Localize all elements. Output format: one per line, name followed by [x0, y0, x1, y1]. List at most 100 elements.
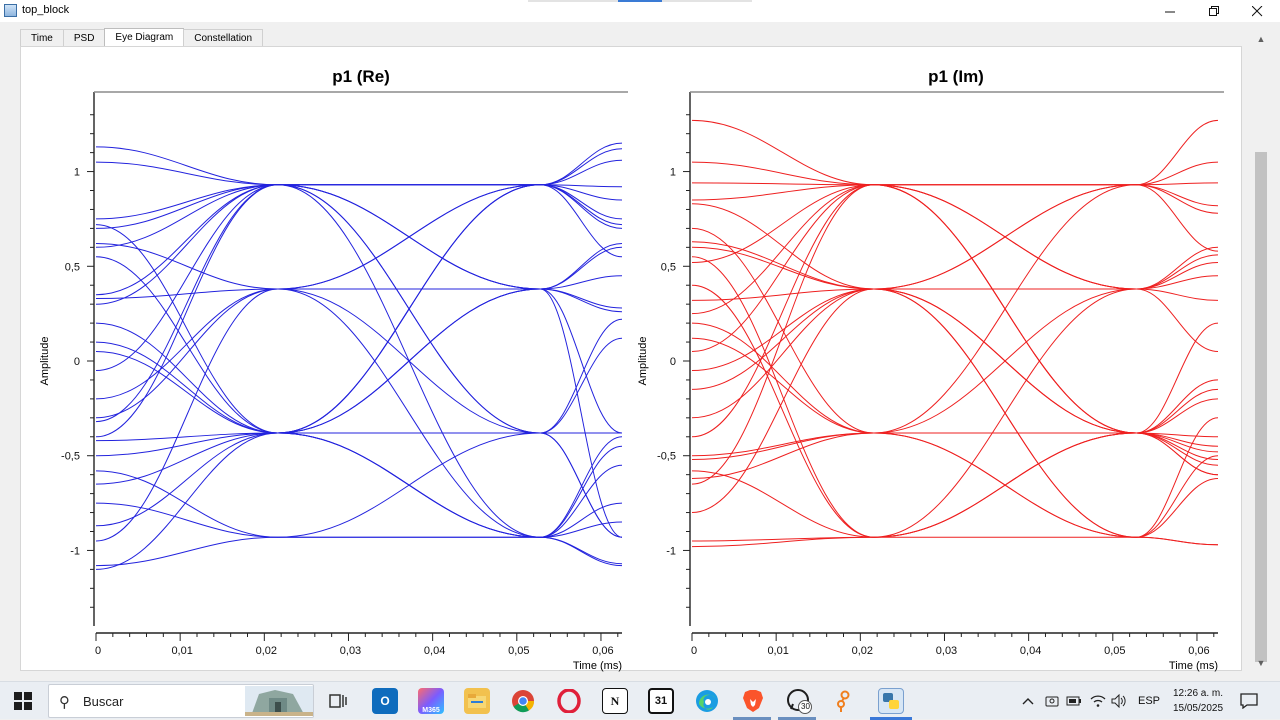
file-explorer-icon[interactable] [464, 688, 490, 714]
scroll-up-icon[interactable]: ▲ [1256, 34, 1266, 44]
tab-bar: Time PSD Eye Diagram Constellation [20, 28, 264, 47]
chrome-icon[interactable] [510, 688, 536, 714]
whatsapp-icon[interactable]: 30 [786, 688, 812, 714]
app-window-icon [4, 4, 17, 17]
eye-trace-9 [95, 184, 623, 371]
search-icon: ⚲ [59, 694, 70, 711]
title-deco [662, 0, 752, 2]
x-tick-label: 0,05 [1104, 645, 1125, 657]
eye-trace-7 [95, 184, 623, 305]
vertical-scrollbar[interactable]: ▲ ▼ [1252, 30, 1270, 674]
plot-real: p1 (Re) Amplitude Time (ms) 1 0,5 0 -0,5 -1 0… [39, 67, 628, 672]
eye-trace-22 [95, 288, 623, 538]
y-tick-label: 0,5 [661, 261, 676, 273]
eye-trace-1 [95, 142, 623, 186]
eye-trace-10 [691, 288, 1219, 538]
notion-icon[interactable]: N [602, 688, 628, 714]
python-icon[interactable] [878, 688, 904, 714]
title-deco [528, 0, 618, 2]
y-axis-label: Amplitude [39, 337, 51, 386]
eye-trace-23 [691, 256, 1219, 538]
eye-trace-10 [95, 184, 623, 419]
eye-trace-0 [691, 119, 1219, 186]
x-tick-label: 0,06 [592, 645, 613, 657]
eye-trace-24 [691, 288, 1219, 538]
scroll-down-icon[interactable]: ▼ [1256, 658, 1266, 668]
meet-now-icon[interactable] [1045, 682, 1059, 720]
x-axis-label: Time (ms) [1169, 660, 1218, 672]
x-tick-label: 0,02 [852, 645, 873, 657]
x-tick-label: 0,03 [340, 645, 361, 657]
eye-trace-11 [95, 184, 623, 538]
eye-trace-1 [691, 161, 1219, 186]
y-tick-label: 1 [74, 167, 80, 179]
eye-trace-14 [95, 432, 623, 538]
y-tick-label: 1 [670, 167, 676, 179]
axes: 1 0,5 0 -0,5 -1 0 0,01 0,02 0,03 0,04 0,05 0,06 [657, 91, 1224, 657]
battery-icon[interactable] [1066, 682, 1082, 720]
axes: 1 0,5 0 -0,5 -1 0 0,01 0,02 0,03 0,04 0,05 0,06 [61, 91, 628, 657]
eye-trace-20 [691, 184, 1219, 438]
eye-trace-4 [95, 243, 623, 538]
whatsapp-badge: 30 [801, 702, 810, 711]
y-axis-label: Amplitude [637, 337, 649, 386]
eye-trace-25 [95, 184, 623, 538]
plot-title: p1 (Im) [928, 67, 984, 86]
x-tick-label: 0,06 [1188, 645, 1209, 657]
eye-trace-26 [95, 148, 623, 542]
eye-trace-25 [691, 184, 1219, 315]
clock[interactable]: 12:26 a. m. 15/05/2025 [1162, 686, 1234, 716]
calendar-icon[interactable]: 31 [648, 688, 674, 714]
y-tick-label: -0,5 [61, 451, 80, 463]
close-button[interactable] [1237, 0, 1277, 22]
edge-icon[interactable] [694, 688, 720, 714]
y-tick-label: 0 [74, 356, 80, 368]
eye-trace-5 [95, 184, 623, 248]
eye-trace-19 [691, 184, 1219, 434]
eye-trace-15 [95, 502, 623, 538]
eye-trace-24 [95, 337, 623, 538]
taskbar: ⚲ Buscar O M365 N 31 30 [0, 681, 1280, 720]
eye-trace-13 [691, 246, 1219, 479]
gnuradio-icon[interactable] [832, 688, 858, 714]
eye-trace-17 [691, 262, 1219, 538]
x-tick-label: 0,01 [767, 645, 788, 657]
eye-trace-8 [691, 322, 1219, 546]
clock-time: 12:26 a. m. [1172, 688, 1224, 699]
taskbar-search-box[interactable]: ⚲ Buscar [48, 684, 314, 718]
eye-trace-18 [95, 246, 623, 570]
task-view-icon[interactable] [325, 688, 351, 714]
plot-panel [20, 46, 1242, 671]
window-title: top_block [22, 4, 70, 16]
eye-trace-26 [691, 388, 1219, 460]
y-tick-label: 0,5 [65, 261, 80, 273]
language-indicator[interactable]: ESP [1138, 695, 1161, 707]
scrollbar-thumb[interactable] [1255, 152, 1267, 662]
minimize-button[interactable] [1150, 0, 1190, 22]
notifications-icon[interactable] [1240, 682, 1258, 720]
x-axis-label: Time (ms) [573, 660, 622, 672]
close-icon [1251, 5, 1262, 16]
x-tick-label: 0,05 [508, 645, 529, 657]
minimize-icon [1164, 11, 1175, 12]
start-button[interactable] [0, 682, 46, 720]
plot-title: p1 (Re) [332, 67, 390, 86]
eye-trace-22 [691, 288, 1219, 460]
eye-trace-6 [95, 288, 623, 309]
brave-icon[interactable] [740, 688, 766, 714]
volume-icon[interactable] [1111, 682, 1127, 720]
x-tick-label: 0,04 [1020, 645, 1041, 657]
wifi-icon[interactable] [1090, 682, 1106, 720]
outlook-icon[interactable]: O [372, 688, 398, 714]
show-hidden-icons-icon[interactable] [1022, 682, 1034, 720]
m365-icon[interactable]: M365 [418, 688, 444, 714]
eye-trace-16 [691, 322, 1219, 548]
title-bar: top_block [0, 0, 1280, 22]
eye-trace-14 [691, 184, 1219, 485]
restore-button[interactable] [1194, 0, 1234, 22]
x-tick-label: 0,02 [256, 645, 277, 657]
eye-trace-11 [691, 432, 1219, 457]
opera-icon[interactable] [556, 688, 582, 714]
x-tick-label: 0,01 [171, 645, 192, 657]
tab-constellation[interactable]: Constellation [183, 29, 264, 47]
